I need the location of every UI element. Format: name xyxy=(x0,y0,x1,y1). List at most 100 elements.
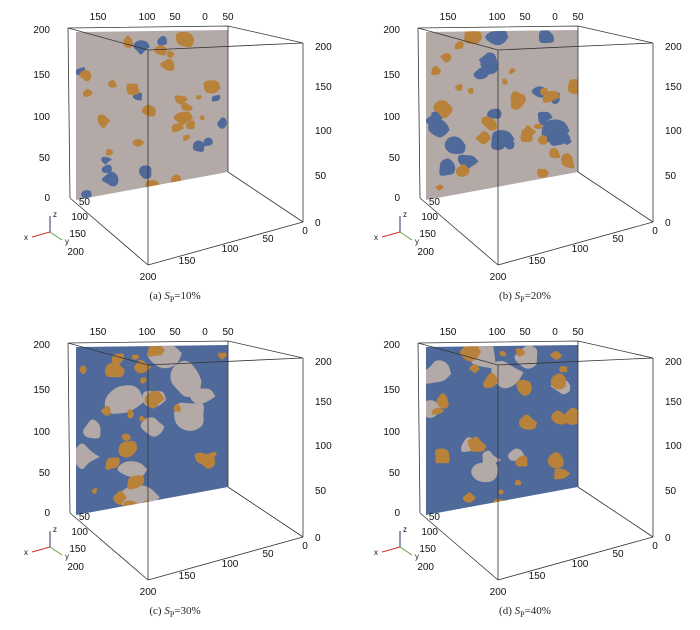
svg-text:y: y xyxy=(65,237,69,246)
svg-text:y: y xyxy=(415,237,419,246)
panel-letter: (c) xyxy=(149,605,165,617)
tick-label-left: 150 xyxy=(383,385,400,396)
cube-plot: 150 100 50 0 50 200 150 100 50 0 200 150 100 50 0 50 100… xyxy=(374,12,682,283)
tick-label-right: 100 xyxy=(315,441,332,452)
figure-panel-4: 150 100 50 0 50 200 150 100 50 0 200 150 100 50 0 50 100… xyxy=(350,315,700,630)
tick-label-right: 50 xyxy=(315,171,327,182)
tick-label-depth: 150 xyxy=(69,229,86,240)
svg-text:z: z xyxy=(403,525,407,534)
tick-label-right: 150 xyxy=(665,82,682,93)
tick-label-right: 200 xyxy=(665,357,682,368)
tick-label-left: 0 xyxy=(44,508,50,519)
tick-label-depth: 150 xyxy=(419,544,436,555)
porosity-value: =20% xyxy=(524,290,551,302)
tick-label-top: 50 xyxy=(169,12,181,23)
tick-label-front: 0 xyxy=(302,541,308,552)
tick-label-front: 50 xyxy=(262,234,274,245)
figure-panel-3: 150 100 50 0 50 200 150 100 50 0 200 150 100 50 0 50 100… xyxy=(0,315,350,630)
tick-label-right: 200 xyxy=(315,42,332,53)
tick-label-front: 0 xyxy=(652,541,658,552)
tick-label-depth: 200 xyxy=(67,562,84,573)
tick-label-front: 200 xyxy=(140,587,157,598)
tick-label-front: 150 xyxy=(179,571,196,582)
svg-text:x: x xyxy=(374,548,378,557)
tick-label-right: 0 xyxy=(315,218,321,229)
tick-label-front: 200 xyxy=(490,272,507,283)
tick-label-depth: 150 xyxy=(69,544,86,555)
porosity-symbol: S xyxy=(514,290,521,302)
tick-label-top: 0 xyxy=(202,12,208,23)
tick-label-right: 0 xyxy=(665,218,671,229)
panel-letter: (d) xyxy=(499,605,515,617)
figure-panel-2: 150 100 50 0 50 200 150 100 50 0 200 150 100 50 0 50 100… xyxy=(350,0,700,315)
tick-labels: 150 100 50 0 50 200 150 100 50 0 200 150 100 50 0 50 100… xyxy=(33,12,332,283)
tick-label-left: 0 xyxy=(44,193,50,204)
tick-label-depth: 50 xyxy=(79,197,91,208)
tick-label-top: 100 xyxy=(139,12,156,23)
tick-label-left: 0 xyxy=(394,508,400,519)
cube-frame xyxy=(417,340,654,581)
svg-text:x: x xyxy=(24,548,28,557)
tick-label-left: 50 xyxy=(39,468,51,479)
tick-label-left: 100 xyxy=(383,427,400,438)
panel-letter: (a) xyxy=(149,290,165,302)
tick-label-depth: 100 xyxy=(421,212,438,223)
tick-label-right: 200 xyxy=(315,357,332,368)
porosity-subscript: P xyxy=(520,295,525,305)
tick-label-front: 100 xyxy=(572,244,589,255)
tick-label-top: 50 xyxy=(169,327,181,338)
tick-label-left: 200 xyxy=(383,25,400,36)
tick-label-right: 50 xyxy=(665,171,677,182)
tick-label-depth: 100 xyxy=(421,527,438,538)
tick-label-left: 0 xyxy=(394,193,400,204)
tick-label-right: 50 xyxy=(665,486,677,497)
tick-label-front: 150 xyxy=(529,256,546,267)
cube-frame xyxy=(417,25,654,266)
tick-label-right: 100 xyxy=(665,126,682,137)
svg-text:z: z xyxy=(53,210,57,219)
tick-label-left: 200 xyxy=(33,25,50,36)
tick-label-left: 150 xyxy=(33,70,50,81)
porosity-symbol: S xyxy=(164,605,170,617)
tick-label-depth: 150 xyxy=(419,229,436,240)
axis-triad: x y z xyxy=(24,210,69,246)
tick-label-right: 100 xyxy=(665,441,682,452)
tick-label-top: 100 xyxy=(139,327,156,338)
tick-label-front: 150 xyxy=(529,571,546,582)
svg-text:y: y xyxy=(65,552,69,561)
panel-caption: (c) SP=30% xyxy=(0,605,350,619)
porosity-subscript: P xyxy=(169,610,175,620)
tick-label-top: 150 xyxy=(440,12,457,23)
tick-labels: 150 100 50 0 50 200 150 100 50 0 200 150 100 50 0 50 100… xyxy=(383,327,682,598)
svg-text:y: y xyxy=(415,552,419,561)
tick-label-front: 50 xyxy=(262,549,274,560)
tick-label-front: 100 xyxy=(222,559,239,570)
tick-label-depth: 200 xyxy=(417,562,434,573)
porosity-value: =40% xyxy=(524,605,551,617)
panel-caption: (a) SP=10% xyxy=(0,290,350,304)
porosity-subscript: P xyxy=(520,610,525,620)
tick-label-left: 150 xyxy=(33,385,50,396)
tick-label-left: 50 xyxy=(389,468,401,479)
tick-label-top: 150 xyxy=(90,12,107,23)
tick-label-front: 0 xyxy=(302,226,308,237)
porosity-value: =30% xyxy=(174,605,201,617)
tick-label-top: 150 xyxy=(440,327,457,338)
tick-label-top: 50 xyxy=(222,12,234,23)
tick-label-top: 0 xyxy=(552,327,558,338)
tick-label-top: 50 xyxy=(519,327,531,338)
tick-label-right: 50 xyxy=(315,486,327,497)
tick-label-top: 0 xyxy=(552,12,558,23)
microstructure-slice xyxy=(76,30,228,200)
tick-label-depth: 200 xyxy=(417,247,434,258)
tick-label-top: 50 xyxy=(222,327,234,338)
tick-labels: 150 100 50 0 50 200 150 100 50 0 200 150 100 50 0 50 100… xyxy=(383,12,682,283)
porosity-value: =10% xyxy=(174,290,201,302)
microstructure-slice xyxy=(76,345,228,515)
panel-caption: (b) SP=20% xyxy=(350,290,700,304)
tick-label-depth: 100 xyxy=(71,212,88,223)
cube-frame xyxy=(67,340,304,581)
tick-label-left: 100 xyxy=(33,112,50,123)
tick-label-front: 50 xyxy=(612,234,624,245)
tick-label-left: 100 xyxy=(383,112,400,123)
